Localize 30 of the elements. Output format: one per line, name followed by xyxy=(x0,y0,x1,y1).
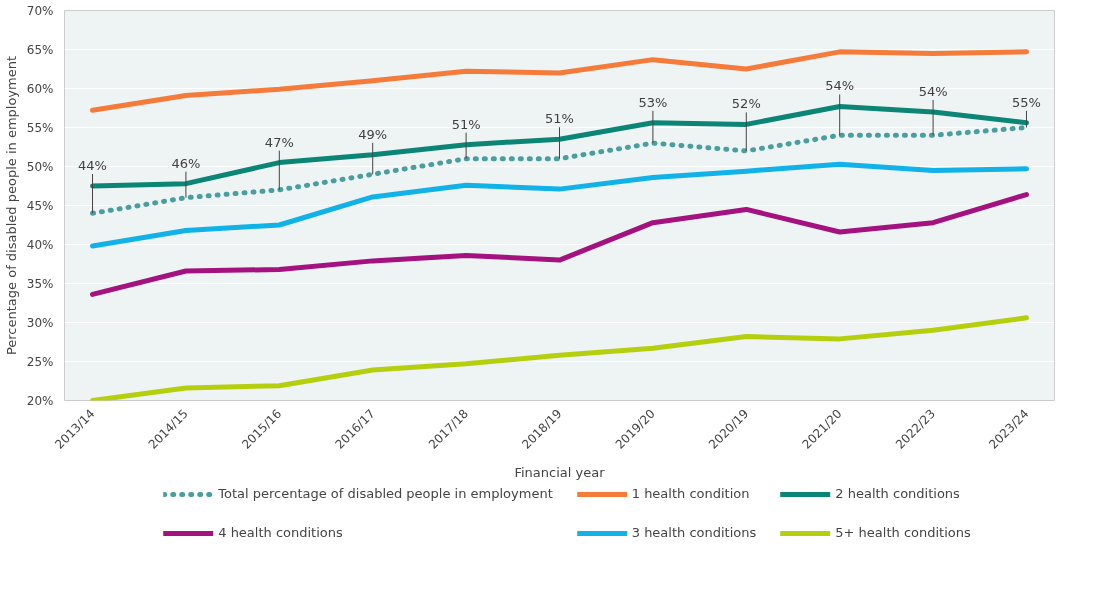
y-tick-label: 60% xyxy=(26,81,54,96)
legend-label: 1 health condition xyxy=(631,486,750,501)
legend-label: Total percentage of disabled people in employment xyxy=(218,486,553,501)
data-label: 52% xyxy=(731,96,761,112)
y-tick-label: 65% xyxy=(26,42,54,57)
data-label: 51% xyxy=(545,111,574,127)
data-label: 51% xyxy=(451,116,481,132)
y-tick-label: 50% xyxy=(26,159,54,174)
legend-label: 4 health conditions xyxy=(218,525,343,540)
data-label: 54% xyxy=(825,78,855,94)
y-tick-label: 25% xyxy=(26,354,54,369)
y-axis-title: Percentage of disabled people in employment xyxy=(3,55,19,356)
data-label: 53% xyxy=(638,94,668,110)
legend-label: 2 health conditions xyxy=(835,486,960,501)
y-tick-label: 70% xyxy=(26,3,54,18)
y-tick-label: 45% xyxy=(26,198,54,213)
data-label: 44% xyxy=(78,158,107,173)
data-label: 49% xyxy=(358,126,388,142)
data-label: 46% xyxy=(171,155,201,171)
y-tick-label: 20% xyxy=(26,393,54,408)
y-tick-label: 55% xyxy=(26,120,54,135)
y-tick-label: 35% xyxy=(26,276,54,291)
legend-label: 3 health conditions xyxy=(631,525,757,540)
y-tick-label: 40% xyxy=(26,237,54,252)
data-label: 55% xyxy=(1012,94,1041,110)
x-axis-title: Financial year xyxy=(514,464,606,480)
legend-label: 5+ health conditions xyxy=(835,525,971,540)
data-label: 54% xyxy=(918,83,948,99)
data-label: 47% xyxy=(264,134,294,150)
y-tick-label: 30% xyxy=(26,315,54,330)
